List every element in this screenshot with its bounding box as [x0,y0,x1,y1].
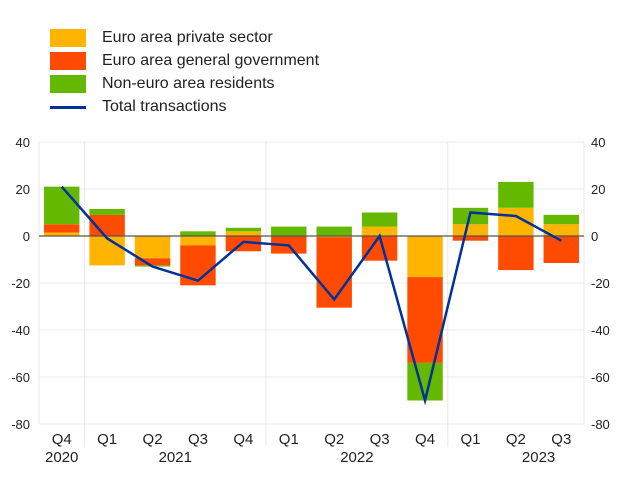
bar-segment [180,236,216,246]
bar-segment [407,362,443,401]
bar-segment [452,224,489,236]
bar-segment [361,226,398,236]
bar-segment [134,236,171,259]
legend-swatch-private-sector [50,28,86,47]
legend-item-total-transactions: Total transactions [50,95,319,118]
bar-segment [43,232,80,236]
bar-segment [543,214,580,225]
legend-label: Euro area private sector [102,28,273,46]
legend-swatch-general-government [50,51,86,70]
y-tick-label-right: 20 [591,182,605,197]
y-tick-label-right: -80 [591,417,610,432]
y-tick-label-left: 0 [23,229,30,244]
bar-segment [89,236,125,266]
x-tick-label: Q3 [370,431,390,448]
y-tick-label-left: 40 [16,135,30,150]
legend-label: Euro area general government [102,51,320,69]
series-line-total-transactions [60,185,562,406]
bar-segment [225,227,262,232]
x-tick-label: Q3 [188,431,208,448]
bar-segment [407,236,443,278]
bar-segment [225,231,262,236]
x-tick-label: Q4 [415,431,435,448]
legend-line-total-transactions [50,105,86,109]
y-tick-label-left: -20 [11,276,30,291]
x-tick-label: Q4 [52,431,72,448]
legend-label: Total transactions [102,97,227,115]
y-tick-label-right: -60 [591,370,610,385]
y-tick-label-left: 20 [16,182,30,197]
legend-item-private-sector: Euro area private sector [50,26,319,49]
legend-swatch-non-euro-residents [50,74,86,93]
x-tick-label: Q4 [233,431,253,448]
x-tick-label: Q1 [460,431,480,448]
x-tick-label: Q1 [279,431,299,448]
bar-segment [452,236,489,241]
bar-segment [89,214,125,236]
chart-legend: Euro area private sector Euro area gener… [50,26,319,118]
bar-segment [43,186,80,225]
x-tick-label: Q2 [506,431,526,448]
legend-item-non-euro-residents: Non-euro area residents [50,72,319,95]
bar-segment [543,224,580,236]
x-year-label: 2023 [522,449,555,466]
y-tick-label-right: 0 [591,229,598,244]
x-year-label: 2021 [159,449,192,466]
bar-segment [89,208,125,215]
x-tick-label: Q3 [551,431,571,448]
bar-segment [134,258,171,266]
y-tick-label-left: -40 [11,323,30,338]
x-tick-label: Q1 [97,431,117,448]
y-tick-label-left: -60 [11,370,30,385]
x-year-label: 2022 [340,449,373,466]
y-tick-label-right: 40 [591,135,605,150]
x-tick-label: Q2 [143,431,163,448]
bar-segment [180,245,216,286]
y-tick-label-right: -40 [591,323,610,338]
bar-segment [271,226,307,236]
legend-label: Non-euro area residents [102,74,275,92]
bar-segment [498,181,534,208]
bar-segment [361,212,398,227]
legend-item-general-government: Euro area general government [50,49,319,72]
bar-segment [180,231,216,236]
bar-segment [316,237,352,308]
y-tick-label-left: -80 [11,417,30,432]
bar-segment [316,226,352,236]
x-tick-label: Q2 [324,431,344,448]
x-year-label: 2020 [45,449,78,466]
bar-segment [43,224,80,233]
bar-segment [225,236,262,252]
y-tick-label-right: -20 [591,276,610,291]
bar-segment [498,236,534,271]
